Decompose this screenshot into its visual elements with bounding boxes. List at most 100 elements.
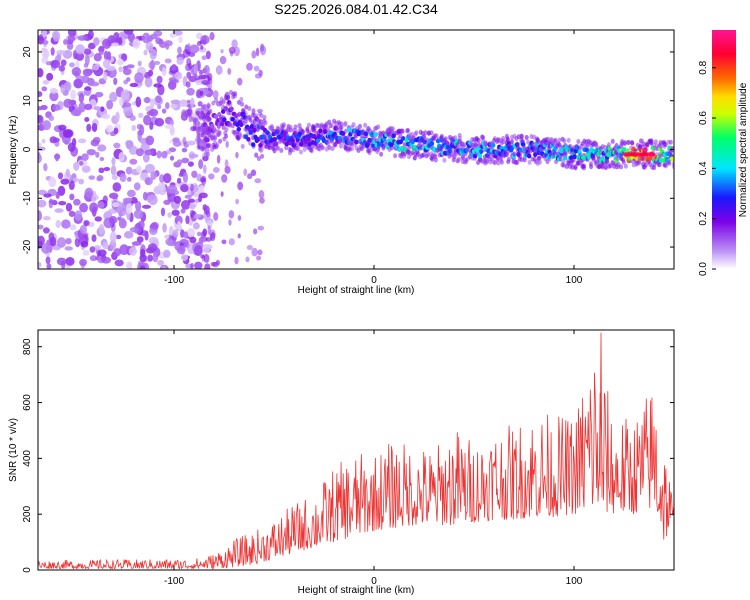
ridge-halo-cell (226, 95, 231, 101)
noise-cell (210, 261, 217, 267)
ridge-halo-cell (252, 122, 257, 128)
ridge-cell (290, 138, 295, 143)
ridge-halo-cell (562, 138, 567, 144)
noise-cell (93, 106, 102, 111)
noise-cell (101, 113, 111, 120)
ridge-halo-cell (357, 123, 362, 129)
noise-cell (163, 173, 172, 184)
noise-cell (188, 153, 199, 159)
ridge-halo-cell (496, 160, 501, 166)
noise-cell (78, 138, 87, 144)
noise-cell (123, 105, 133, 117)
noise-cell (163, 249, 171, 258)
noise-cell (156, 150, 162, 159)
noise-cell (176, 220, 182, 231)
noise-cell (256, 108, 263, 113)
noise-cell (203, 253, 210, 263)
noise-cell (250, 169, 257, 177)
noise-cell (203, 64, 210, 75)
noise-cell (220, 191, 224, 197)
ridge-cell (252, 127, 257, 133)
ridge-halo-cell (327, 145, 332, 151)
ridge-halo-cell (515, 141, 520, 147)
noise-cell (103, 166, 111, 172)
ridge-halo-cell (302, 146, 307, 152)
ridge-halo-cell (622, 141, 627, 147)
noise-cell (255, 47, 260, 57)
noise-cell (145, 41, 154, 51)
noise-cell (251, 50, 257, 59)
noise-cell (167, 192, 176, 203)
noise-cell (63, 98, 73, 108)
noise-cell (207, 83, 213, 90)
ridge-cell (205, 137, 210, 143)
ridge-halo-cell (456, 156, 461, 162)
ridge-halo-cell (276, 145, 281, 151)
chart-title: S225.2026.084.01.42.C34 (274, 1, 438, 17)
noise-cell (42, 227, 50, 234)
noise-cell (246, 62, 253, 71)
ridge-cell (354, 139, 359, 145)
noise-cell (62, 129, 73, 138)
ridge-halo-cell (298, 149, 303, 155)
noise-cell (84, 187, 94, 199)
noise-cell (69, 193, 75, 201)
ridge-halo-cell (224, 133, 229, 139)
noise-cell (136, 236, 144, 243)
noise-cell (57, 185, 66, 196)
noise-cell (38, 106, 44, 111)
ridge-halo-cell (379, 133, 384, 139)
ridge-halo-cell (201, 146, 206, 152)
noise-cell (164, 234, 170, 239)
noise-cell (133, 209, 144, 219)
ridge-halo-cell (504, 133, 509, 139)
noise-cell (131, 124, 137, 131)
noise-cell (196, 41, 202, 46)
noise-cell (113, 127, 119, 135)
noise-cell (147, 243, 158, 252)
noise-cell (51, 104, 61, 112)
ridge-halo-cell (591, 154, 596, 160)
noise-cell (176, 177, 182, 184)
noise-cell (110, 165, 117, 176)
ridge-cell (197, 138, 202, 143)
colorbar-tick-label: 0.8 (698, 60, 709, 74)
noise-cell (58, 201, 67, 206)
ridge-halo-cell (363, 139, 368, 145)
noise-cell (164, 58, 172, 64)
noise-cell (119, 217, 125, 226)
ridge-halo-cell (422, 134, 427, 140)
noise-cell (185, 239, 190, 249)
noise-cell (180, 229, 185, 238)
noise-cell (66, 42, 74, 50)
noise-cell (96, 174, 104, 182)
ridge-halo-cell (626, 139, 631, 145)
ridge-cell (258, 142, 263, 148)
noise-cell (155, 95, 162, 104)
noise-cell (194, 261, 203, 269)
noise-cell (228, 210, 235, 219)
ridge-cell (272, 136, 277, 142)
ridge-halo-cell (258, 119, 263, 125)
noise-cell (91, 122, 98, 133)
noise-cell (173, 195, 182, 204)
ridge-halo-cell (481, 134, 486, 140)
noise-cell (182, 172, 188, 184)
noise-cell (174, 71, 183, 80)
noise-cell (150, 222, 159, 230)
noise-cell (149, 33, 158, 40)
noise-cell (159, 174, 165, 184)
ridge-halo-cell (506, 156, 511, 162)
noise-cell (93, 53, 102, 62)
ridge-cell (373, 132, 378, 138)
noise-cell (136, 165, 142, 173)
noise-cell (144, 149, 155, 156)
noise-cell (235, 198, 239, 205)
noise-cell (60, 178, 70, 185)
x-tick-label: 100 (566, 576, 583, 587)
ridge-halo-cell (478, 157, 483, 163)
ridge-cell (643, 147, 648, 152)
noise-cell (182, 136, 187, 145)
ridge-halo-cell (306, 122, 311, 128)
noise-cell (129, 115, 136, 122)
